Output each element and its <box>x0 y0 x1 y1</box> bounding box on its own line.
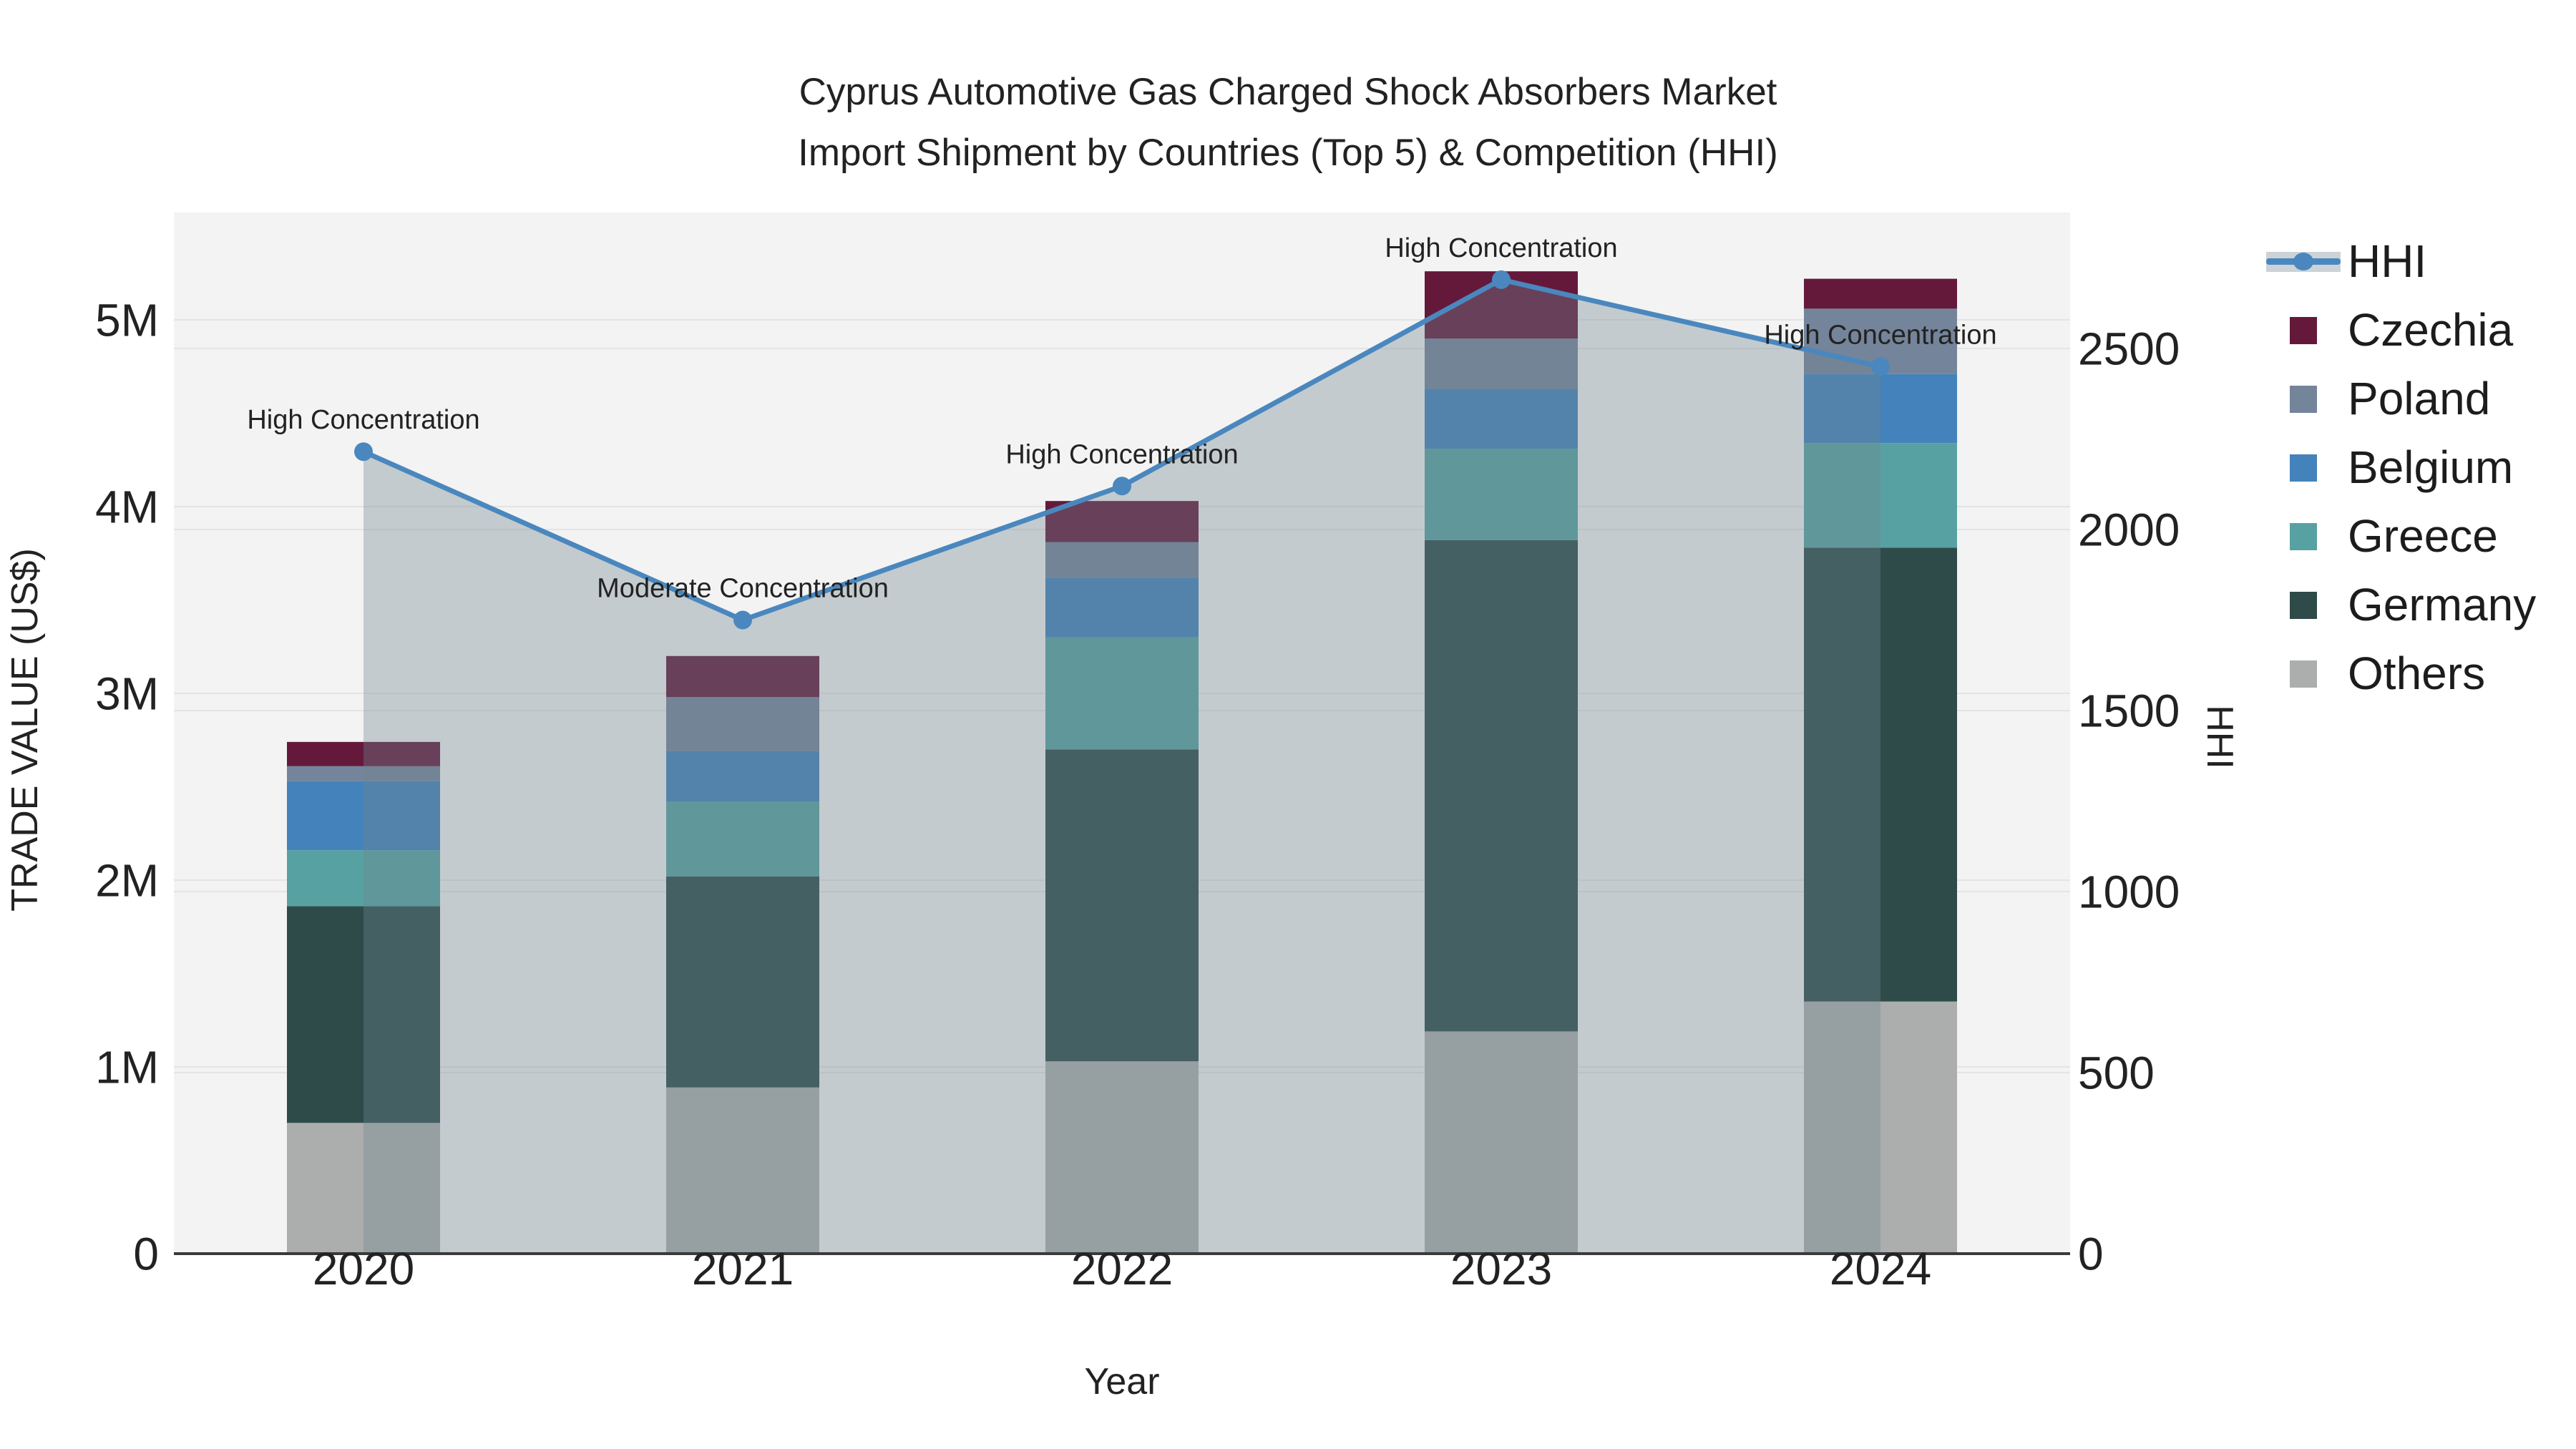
bar-segment-czechia-2020[interactable] <box>287 741 440 766</box>
x-tick-2023: 2023 <box>1450 1243 1552 1294</box>
hhi-marker-2022[interactable] <box>1113 477 1131 496</box>
bar-segment-greece-2024[interactable] <box>1804 443 1957 548</box>
y-left-tick-5M: 5M <box>95 294 159 346</box>
bar-segment-belgium-2021[interactable] <box>666 751 819 802</box>
y-left-tick-0: 0 <box>133 1228 159 1279</box>
legend-item-belgium[interactable]: Belgium <box>2263 433 2571 502</box>
y-right-tick-1500: 1500 <box>2078 685 2180 736</box>
legend-item-hhi[interactable]: HHI <box>2263 227 2571 296</box>
x-tick-2022: 2022 <box>1071 1243 1173 1294</box>
annotation-2023: High Concentration <box>1385 233 1617 263</box>
bar-segment-germany-2022[interactable] <box>1045 749 1199 1062</box>
bar-segment-czechia-2024[interactable] <box>1804 278 1957 309</box>
legend-item-germany[interactable]: Germany <box>2263 570 2571 639</box>
hhi-marker-2023[interactable] <box>1492 270 1511 289</box>
hhi-marker-2021[interactable] <box>733 610 752 630</box>
belgium-color-swatch-icon <box>2263 433 2343 502</box>
x-tick-2020: 2020 <box>313 1243 414 1294</box>
legend-item-greece[interactable]: Greece <box>2263 502 2571 570</box>
bar-segment-czechia-2021[interactable] <box>666 655 819 698</box>
bar-segment-belgium-2020[interactable] <box>287 781 440 851</box>
germany-color-swatch-icon <box>2263 570 2343 639</box>
czechia-swatch <box>2290 317 2317 344</box>
others-swatch <box>2290 660 2317 688</box>
legend-label-greece: Greece <box>2348 510 2498 562</box>
poland-swatch <box>2290 386 2317 413</box>
legend-label-czechia: Czechia <box>2348 304 2514 356</box>
hhi-line-marker-icon <box>2263 227 2343 296</box>
germany-swatch <box>2290 592 2317 619</box>
legend-label-germany: Germany <box>2348 579 2537 630</box>
annotation-2022: High Concentration <box>1005 439 1238 469</box>
bar-segment-germany-2021[interactable] <box>666 876 819 1088</box>
poland-color-swatch-icon <box>2263 364 2343 433</box>
chart-title-line1: Cyprus Automotive Gas Charged Shock Abso… <box>799 71 1777 113</box>
y-right-tick-500: 500 <box>2078 1047 2155 1098</box>
hhi-area <box>364 279 1880 1254</box>
bar-segment-others-2024[interactable] <box>1804 1001 1957 1254</box>
bar-segment-poland-2021[interactable] <box>666 697 819 751</box>
legend-label-poland: Poland <box>2348 373 2491 424</box>
bar-segment-greece-2023[interactable] <box>1425 449 1578 540</box>
greece-swatch <box>2290 523 2317 550</box>
y-left-tick-2M: 2M <box>95 854 159 906</box>
bar-segment-others-2021[interactable] <box>666 1087 819 1254</box>
others-color-swatch-icon <box>2263 639 2343 708</box>
czechia-color-swatch-icon <box>2263 296 2343 364</box>
y-left-tick-1M: 1M <box>95 1041 159 1093</box>
bar-segment-belgium-2024[interactable] <box>1804 374 1957 444</box>
bar-segment-others-2023[interactable] <box>1425 1031 1578 1254</box>
bar-segment-poland-2023[interactable] <box>1425 338 1578 389</box>
chart-title: Cyprus Automotive Gas Charged Shock Abso… <box>0 62 2576 183</box>
hhi-marker-2020[interactable] <box>354 442 373 462</box>
bar-segment-greece-2021[interactable] <box>666 801 819 877</box>
bar-segment-poland-2022[interactable] <box>1045 542 1199 578</box>
y-axis-title-right: HHI <box>2199 705 2240 769</box>
annotation-2020: High Concentration <box>247 405 479 435</box>
x-tick-2021: 2021 <box>692 1243 794 1294</box>
legend-item-others[interactable]: Others <box>2263 639 2571 708</box>
bar-segment-others-2020[interactable] <box>287 1123 440 1254</box>
bar-segment-belgium-2023[interactable] <box>1425 389 1578 449</box>
y-left-tick-4M: 4M <box>95 481 159 532</box>
bar-segment-germany-2020[interactable] <box>287 906 440 1123</box>
bar-segment-greece-2022[interactable] <box>1045 637 1199 750</box>
legend-label-others: Others <box>2348 648 2486 699</box>
hhi-marker-swatch <box>2293 253 2313 270</box>
x-tick-2024: 2024 <box>1830 1243 1931 1294</box>
annotation-2021: Moderate Concentration <box>597 574 889 604</box>
bar-segment-greece-2020[interactable] <box>287 850 440 907</box>
bar-segment-czechia-2022[interactable] <box>1045 501 1199 542</box>
y-right-tick-0: 0 <box>2078 1228 2104 1279</box>
legend: HHI Czechia Poland Belgium Greece Germany Othe… <box>2263 227 2571 708</box>
bar-segment-belgium-2022[interactable] <box>1045 577 1199 638</box>
y-right-tick-2000: 2000 <box>2078 504 2180 555</box>
chart-title-line2: Import Shipment by Countries (Top 5) & C… <box>798 132 1778 174</box>
y-right-tick-1000: 1000 <box>2078 866 2180 917</box>
annotation-2024: High Concentration <box>1764 320 1996 350</box>
legend-item-czechia[interactable]: Czechia <box>2263 296 2571 364</box>
bar-segment-poland-2020[interactable] <box>287 766 440 781</box>
x-axis-title: Year <box>1084 1361 1159 1402</box>
y-left-tick-3M: 3M <box>95 668 159 719</box>
legend-label-belgium: Belgium <box>2348 441 2514 493</box>
y-axis-title-left: TRADE VALUE (US$) <box>4 548 46 912</box>
bar-segment-others-2022[interactable] <box>1045 1061 1199 1254</box>
bar-segment-germany-2024[interactable] <box>1804 547 1957 1002</box>
greece-color-swatch-icon <box>2263 502 2343 570</box>
y-right-tick-2500: 2500 <box>2078 323 2180 374</box>
legend-label-hhi: HHI <box>2348 235 2427 287</box>
belgium-swatch <box>2290 454 2317 482</box>
hhi-marker-2024[interactable] <box>1871 357 1890 376</box>
bar-segment-germany-2023[interactable] <box>1425 540 1578 1032</box>
legend-item-poland[interactable]: Poland <box>2263 364 2571 433</box>
